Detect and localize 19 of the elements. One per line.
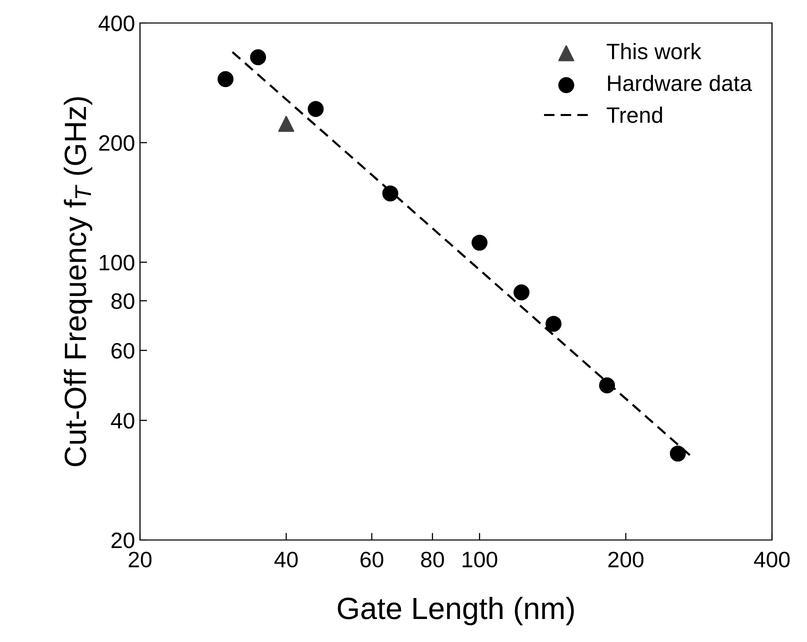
y-tick-label: 80 bbox=[111, 293, 134, 310]
y-tick-label: 60 bbox=[112, 342, 134, 359]
y-tick-label: 20 bbox=[112, 532, 134, 548]
legend-label: Hardware data bbox=[608, 74, 752, 92]
x-tick-label: 100 bbox=[462, 552, 498, 568]
x-tick-label: 20 bbox=[128, 552, 152, 568]
legend-label: Trend bbox=[606, 106, 662, 123]
x-tick-label: 400 bbox=[754, 552, 790, 568]
x-tick-label: 80 bbox=[421, 552, 444, 568]
x-axis-title: Gate Length (nm) bbox=[338, 596, 574, 626]
y-axis-title: Cut-Off Frequency f$_{T}$ (GHz) bbox=[64, 97, 92, 466]
y-tick-label: 400 bbox=[98, 16, 134, 32]
x-tick-label: 60 bbox=[360, 552, 384, 568]
y-tick-label: 40 bbox=[110, 412, 134, 429]
legend-label: This work bbox=[606, 43, 702, 60]
y-tick-label: 100 bbox=[100, 254, 134, 271]
y-tick-label: 200 bbox=[99, 135, 134, 151]
x-tick-label: 200 bbox=[608, 552, 644, 568]
x-tick-label: 40 bbox=[274, 552, 298, 568]
